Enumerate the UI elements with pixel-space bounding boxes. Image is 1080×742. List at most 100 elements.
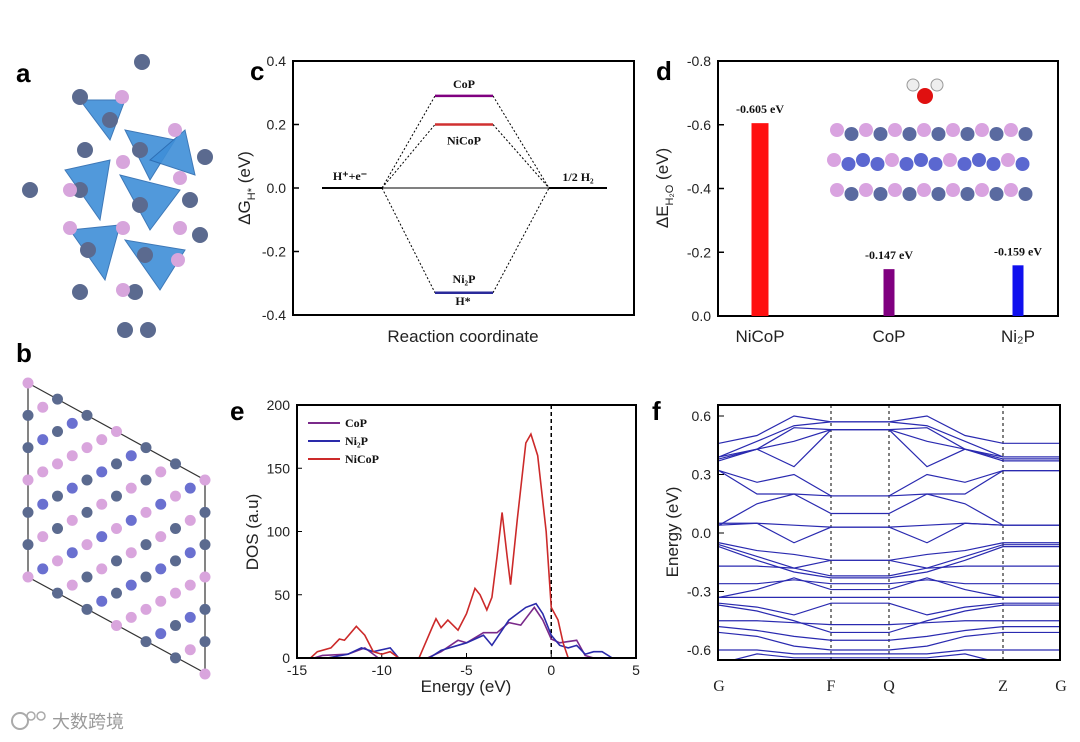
x-axis-label: Energy (eV) <box>421 677 512 696</box>
phosphorus-atom <box>116 221 130 235</box>
band-line <box>719 559 1060 569</box>
atom <box>111 555 122 567</box>
legend-label: CoP <box>345 416 367 430</box>
plot-frame <box>717 404 1061 661</box>
metal-atom <box>102 112 118 128</box>
x-tick-label: 5 <box>632 662 640 678</box>
atom <box>66 579 78 591</box>
atom <box>199 506 211 518</box>
phosphorus-atom <box>173 171 187 185</box>
atom <box>155 595 167 607</box>
atom <box>22 571 34 583</box>
atom <box>22 377 34 389</box>
atom <box>199 474 211 486</box>
atom <box>841 157 856 171</box>
atom <box>943 153 957 167</box>
x-axis-label: Reaction coordinate <box>387 327 538 346</box>
watermark-text: 大数跨境 <box>52 712 124 733</box>
bar-data-label: -0.159 eV <box>994 244 1042 258</box>
phosphorus-atom <box>116 155 130 169</box>
atom <box>199 571 211 583</box>
crystal-structure-side-view <box>22 54 213 338</box>
atom <box>1004 183 1018 197</box>
atom <box>931 187 946 201</box>
band-line <box>718 604 1060 634</box>
band-line <box>718 421 1060 458</box>
atom <box>66 482 78 494</box>
intermediate-label: H* <box>455 294 470 308</box>
atom <box>125 482 137 494</box>
y-tick-label: -0.4 <box>687 181 711 197</box>
x-tick-label: -5 <box>460 662 473 678</box>
band-line <box>730 653 992 660</box>
watermark: 大数跨境 <box>11 711 124 733</box>
atom <box>111 523 122 534</box>
atom <box>1004 123 1018 137</box>
atom <box>96 595 108 607</box>
connector-dotted-line <box>381 95 436 189</box>
atom <box>1018 127 1033 141</box>
atom <box>170 523 181 534</box>
panel-letter-b: b <box>16 338 32 368</box>
atom <box>81 409 93 421</box>
atom <box>975 183 989 197</box>
phosphorus-atom <box>116 283 130 297</box>
atom <box>184 644 196 656</box>
atom <box>870 157 885 171</box>
level-label: NiCoP <box>447 134 481 148</box>
y-axis-label: Energy (eV) <box>663 487 682 578</box>
y-tick-label: 50 <box>274 587 290 603</box>
atom <box>111 587 122 599</box>
atom <box>81 603 93 615</box>
crystal-structure-top-view <box>22 377 211 680</box>
band-line <box>718 522 1060 544</box>
phosphorus-atom <box>63 221 77 235</box>
y-tick-label: 0.6 <box>692 408 712 424</box>
atom <box>140 442 152 454</box>
atom <box>22 474 34 486</box>
atom <box>873 127 888 141</box>
atom <box>81 539 93 551</box>
atom <box>37 466 49 478</box>
atom <box>1018 187 1033 201</box>
bar-data-label: -0.147 eV <box>865 248 913 262</box>
atom <box>22 409 34 421</box>
x-tick-label: CoP <box>872 327 905 346</box>
y-tick-label: -0.3 <box>687 584 711 600</box>
y-tick-label: -0.4 <box>262 307 286 323</box>
atom <box>81 474 93 486</box>
atom <box>81 506 93 518</box>
bar-0 <box>751 123 769 316</box>
legend-label: Ni₂P <box>345 434 368 448</box>
y-tick-label: 0.2 <box>267 117 287 133</box>
atom <box>170 620 181 631</box>
atom <box>111 458 122 470</box>
atom <box>111 490 122 502</box>
atom <box>184 547 196 559</box>
metal-atom <box>140 322 156 338</box>
atom <box>888 183 902 197</box>
k-point-label: Z <box>998 678 1008 695</box>
atom <box>199 539 211 551</box>
metal-atom <box>132 197 148 213</box>
atom <box>52 426 63 437</box>
y-tick-label: -0.6 <box>687 117 711 133</box>
atom <box>22 539 34 551</box>
metal-atom <box>72 284 88 300</box>
band-line <box>718 544 1060 577</box>
y-tick-label: -0.6 <box>687 642 711 658</box>
connector-dotted-line <box>381 124 436 189</box>
water-on-surface-inset <box>827 78 1033 201</box>
atom <box>859 123 873 137</box>
atom <box>170 458 181 470</box>
metal-atom <box>117 322 133 338</box>
atom <box>946 123 960 137</box>
series-line-NiCoP <box>297 432 636 659</box>
atom <box>888 123 902 137</box>
atom <box>155 563 167 575</box>
y-tick-label: -0.2 <box>262 244 286 260</box>
x-tick-label: -10 <box>372 662 392 678</box>
atom <box>885 153 899 167</box>
metal-atom <box>132 142 148 158</box>
